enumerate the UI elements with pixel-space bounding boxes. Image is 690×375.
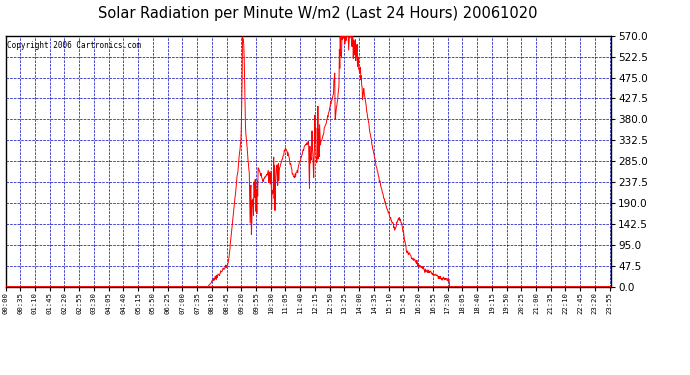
Text: Copyright 2006 Cartronics.com: Copyright 2006 Cartronics.com: [7, 40, 141, 50]
Text: Solar Radiation per Minute W/m2 (Last 24 Hours) 20061020: Solar Radiation per Minute W/m2 (Last 24…: [98, 6, 537, 21]
